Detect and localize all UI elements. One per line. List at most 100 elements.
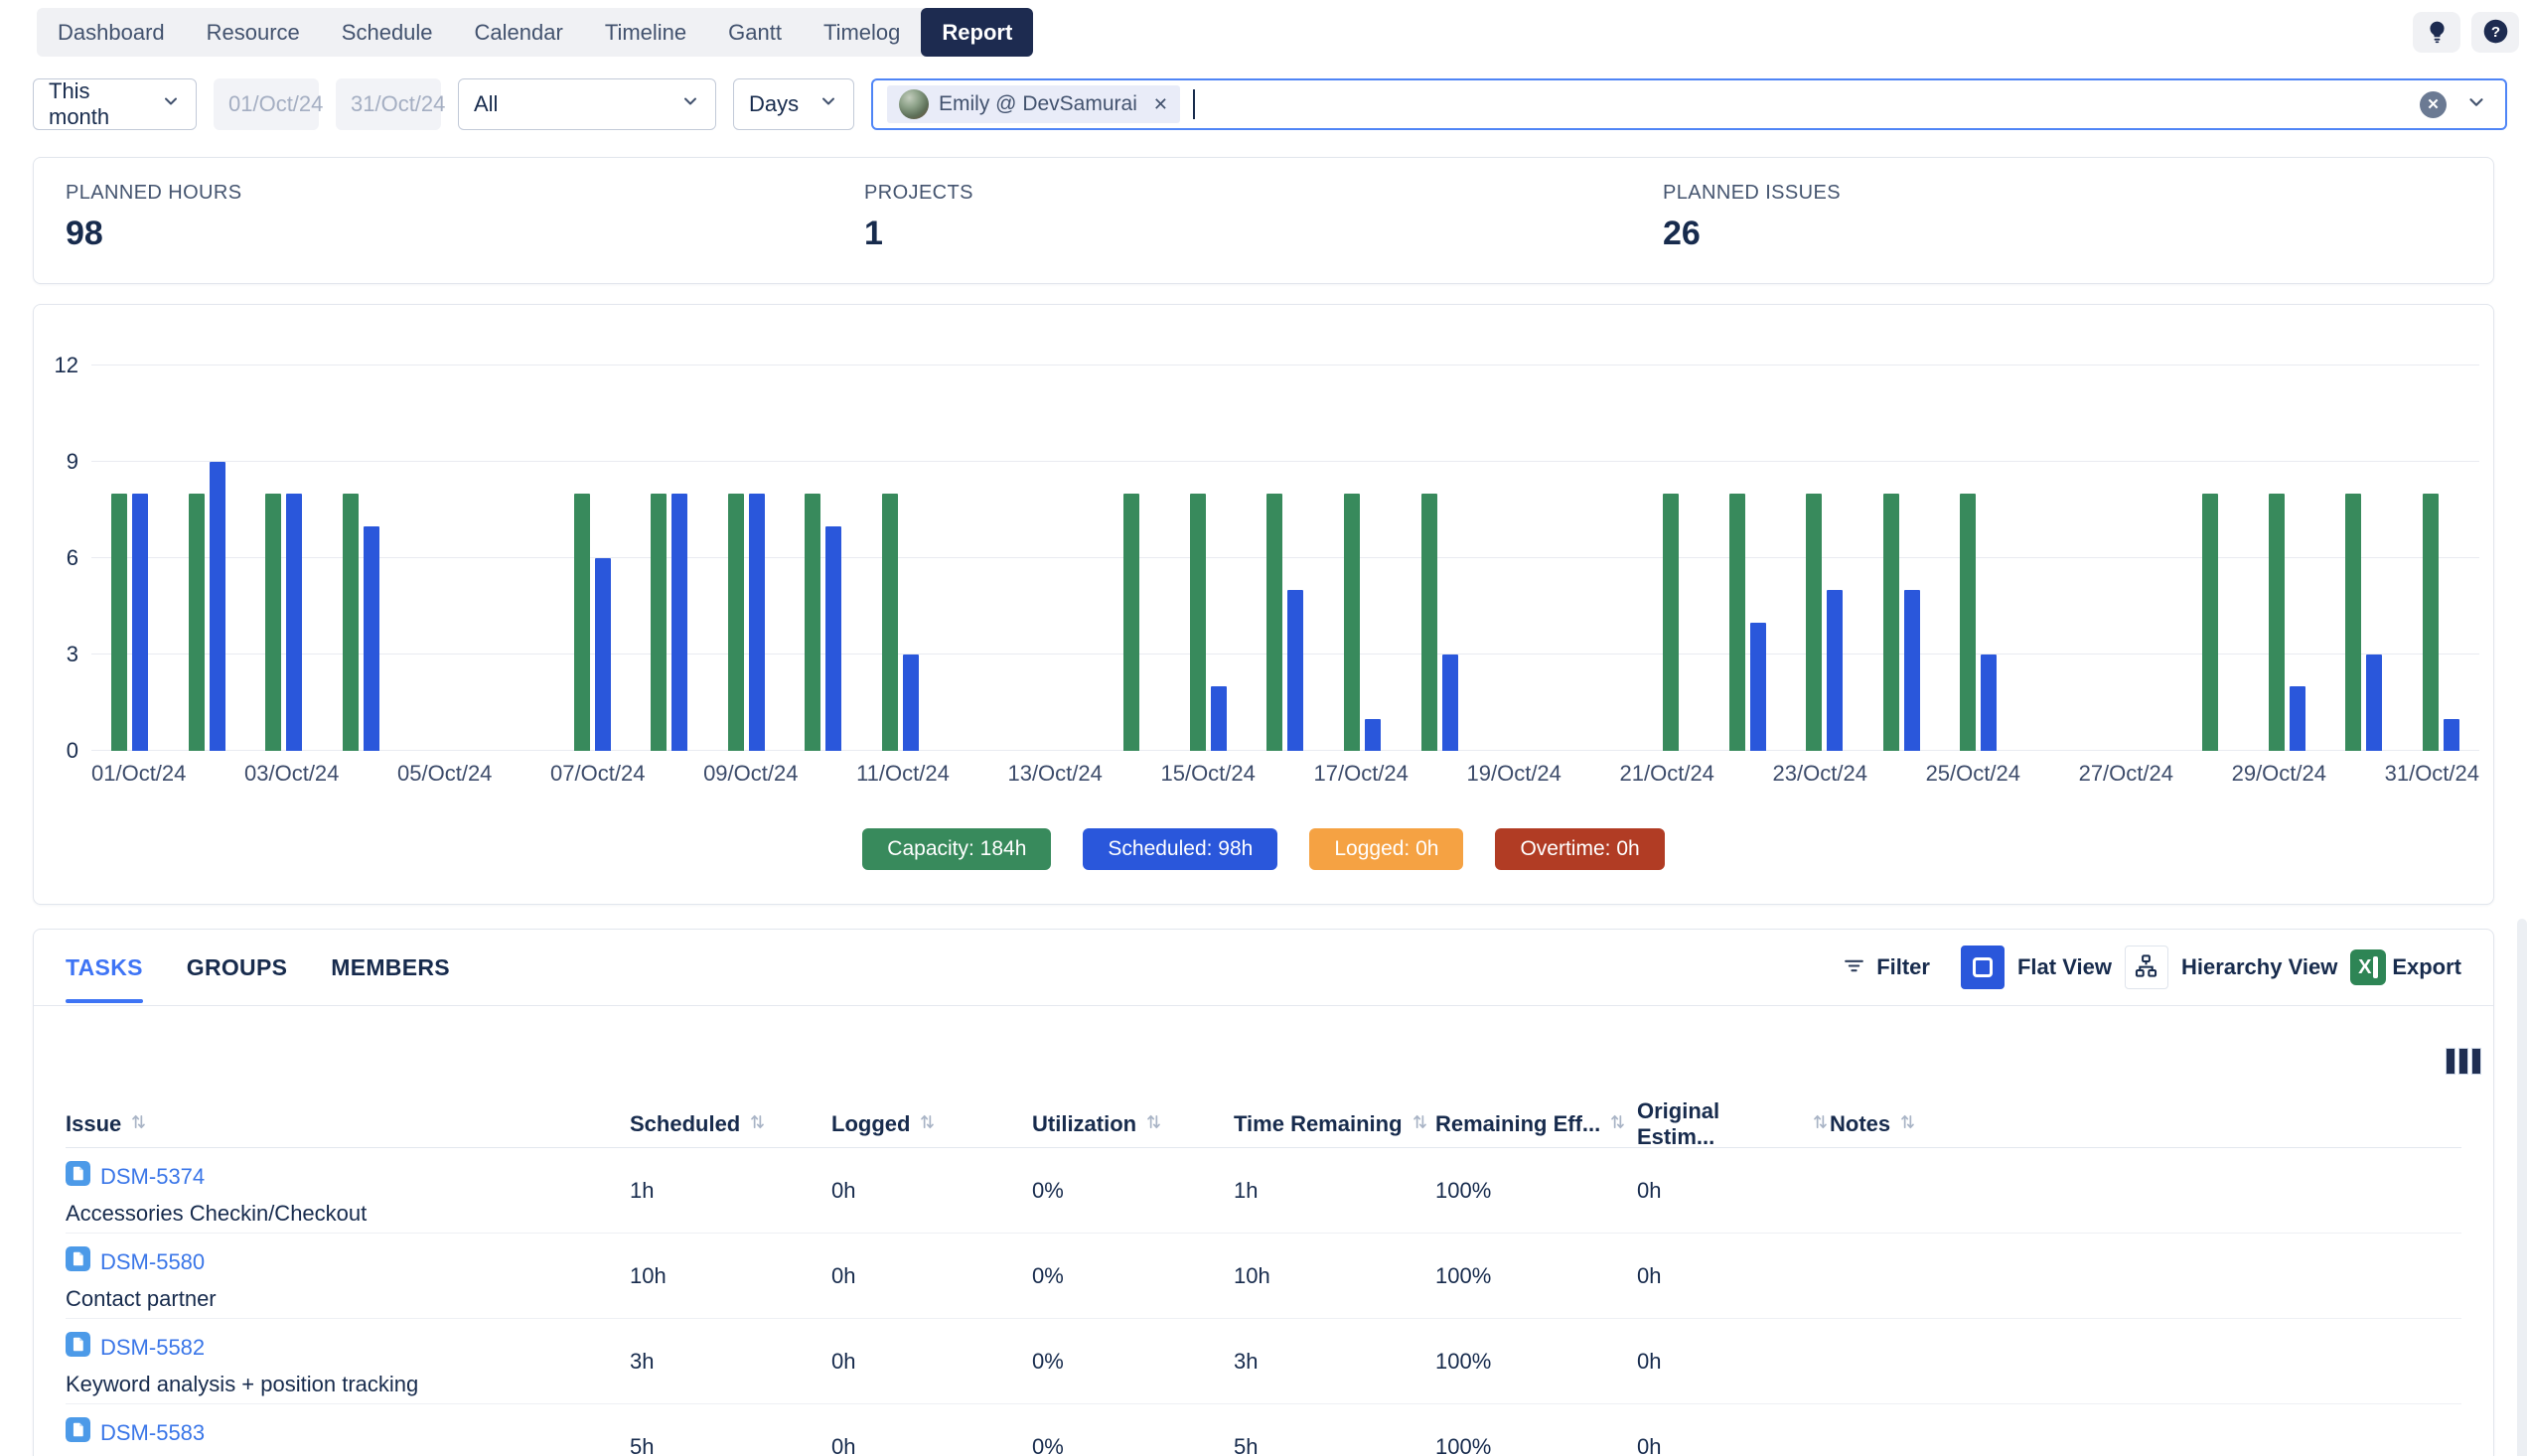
flat-view-label: Flat View: [2017, 954, 2112, 980]
chip-remove-icon[interactable]: ✕: [1153, 94, 1168, 115]
project-filter-select[interactable]: All: [458, 78, 716, 130]
scrollbar[interactable]: [2517, 919, 2527, 1456]
tab-tasks[interactable]: TASKS: [66, 930, 143, 1005]
sort-icon[interactable]: [1608, 1111, 1627, 1137]
bar-capacity-day8: [651, 494, 667, 751]
hierarchy-view-button[interactable]: [2125, 946, 2168, 989]
chart-day-17: [1324, 365, 1402, 751]
legend-scheduled[interactable]: Scheduled: 98h: [1083, 828, 1277, 870]
chevron-down-icon: [161, 91, 181, 117]
col-header-remaining-effort[interactable]: Remaining Eff...: [1435, 1111, 1637, 1137]
x-tick-day21: 21/Oct/24: [1620, 761, 1714, 787]
y-tick-3: 3: [67, 642, 78, 667]
x-tick-day17: 17/Oct/24: [1314, 761, 1409, 787]
summary-stats-card: PLANNED HOURS 98 PROJECTS 1 PLANNED ISSU…: [33, 157, 2494, 284]
chart-bars: [91, 365, 2479, 751]
issue-key-link[interactable]: DSM-5580: [100, 1249, 205, 1275]
x-tick-day15: 15/Oct/24: [1160, 761, 1255, 787]
nav-tab-resource[interactable]: Resource: [186, 8, 321, 57]
x-tick-day10: [798, 761, 856, 787]
chart-day-2: [169, 365, 246, 751]
clear-all-icon[interactable]: ✕: [2420, 91, 2447, 118]
issue-key-link[interactable]: DSM-5374: [100, 1164, 205, 1190]
cell-utilization: 0%: [1032, 1178, 1234, 1204]
bar-capacity-day16: [1266, 494, 1282, 751]
cell-time-remaining: 10h: [1234, 1263, 1435, 1289]
bar-scheduled-day29: [2290, 686, 2305, 751]
task-type-icon: [66, 1417, 90, 1448]
bar-scheduled-day23: [1827, 590, 1843, 751]
chart-y-axis: 036912: [33, 365, 78, 751]
sort-icon[interactable]: [918, 1111, 937, 1137]
nav-tab-dashboard[interactable]: Dashboard: [37, 8, 186, 57]
granularity-select[interactable]: Days: [733, 78, 854, 130]
hierarchy-icon: [2133, 952, 2159, 982]
chart-day-28: [2171, 365, 2249, 751]
issue-summary: Keyword analysis + position tracking: [66, 1372, 630, 1397]
col-header-original-estimate[interactable]: Original Estim...: [1637, 1098, 1830, 1150]
col-header-utilization[interactable]: Utilization: [1032, 1111, 1234, 1137]
bar-capacity-day25: [1960, 494, 1976, 751]
nav-tab-gantt[interactable]: Gantt: [707, 8, 803, 57]
nav-tab-calendar[interactable]: Calendar: [454, 8, 584, 57]
bar-capacity-day14: [1123, 494, 1139, 751]
legend-logged[interactable]: Logged: 0h: [1309, 828, 1463, 870]
bar-scheduled-day1: [132, 494, 148, 751]
export-button[interactable]: X Export: [2350, 949, 2461, 985]
issue-cell: DSM-5583 (1) Blog writing: [66, 1404, 630, 1456]
sort-icon[interactable]: [748, 1111, 767, 1137]
col-header-logged[interactable]: Logged: [831, 1111, 1032, 1137]
issue-key-link[interactable]: DSM-5583: [100, 1420, 205, 1446]
flat-view-button[interactable]: [1961, 946, 2005, 989]
nav-tab-timelog[interactable]: Timelog: [803, 8, 921, 57]
top-actions: ?: [2413, 12, 2519, 53]
chart-day-16: [1247, 365, 1324, 751]
nav-tab-timeline[interactable]: Timeline: [584, 8, 707, 57]
sort-icon[interactable]: [1811, 1111, 1830, 1137]
tab-groups[interactable]: GROUPS: [187, 930, 287, 1005]
x-tick-day13: 13/Oct/24: [1007, 761, 1102, 787]
bar-scheduled-day24: [1904, 590, 1920, 751]
start-date-input[interactable]: 01/Oct/24: [214, 78, 319, 130]
help-button[interactable]: ?: [2471, 12, 2519, 53]
col-header-time-remaining[interactable]: Time Remaining: [1234, 1111, 1435, 1137]
bar-capacity-day10: [805, 494, 820, 751]
date-preset-select[interactable]: This month: [33, 78, 197, 130]
granularity-value: Days: [749, 91, 799, 117]
chart-day-11: [861, 365, 939, 751]
col-header-issue[interactable]: Issue: [66, 1111, 630, 1137]
bar-scheduled-day25: [1981, 655, 1997, 751]
nav-tab-report[interactable]: Report: [921, 8, 1033, 57]
bar-capacity-day29: [2269, 494, 2285, 751]
legend-capacity[interactable]: Capacity: 184h: [862, 828, 1051, 870]
cell-scheduled: 10h: [630, 1263, 831, 1289]
column-settings-button[interactable]: [2446, 1048, 2481, 1075]
tips-button[interactable]: [2413, 12, 2460, 53]
cell-logged: 0h: [831, 1349, 1032, 1375]
cell-logged: 0h: [831, 1178, 1032, 1204]
member-chip[interactable]: Emily @ DevSamurai ✕: [887, 85, 1180, 123]
col-header-notes[interactable]: Notes: [1830, 1111, 2461, 1137]
stat-projects: PROJECTS 1: [864, 182, 1663, 253]
task-type-icon: [66, 1332, 90, 1363]
filter-button[interactable]: Filter: [1842, 953, 1930, 981]
issue-key-link[interactable]: DSM-5582: [100, 1335, 205, 1361]
sort-icon[interactable]: [1898, 1111, 1917, 1137]
chevron-down-icon[interactable]: [2465, 91, 2487, 118]
stat-value: 98: [66, 215, 864, 253]
tab-members[interactable]: MEMBERS: [331, 930, 450, 1005]
sort-icon[interactable]: [129, 1111, 148, 1137]
col-header-scheduled[interactable]: Scheduled: [630, 1111, 831, 1137]
sort-icon[interactable]: [1411, 1111, 1429, 1137]
member-filter-input[interactable]: Emily @ DevSamurai ✕ ✕: [871, 78, 2507, 130]
x-tick-day11: 11/Oct/24: [856, 761, 950, 787]
nav-tab-schedule[interactable]: Schedule: [321, 8, 454, 57]
cell-utilization: 0%: [1032, 1349, 1234, 1375]
stat-planned-hours: PLANNED HOURS 98: [66, 182, 864, 253]
end-date-input[interactable]: 31/Oct/24: [336, 78, 441, 130]
x-tick-day23: 23/Oct/24: [1773, 761, 1867, 787]
x-tick-day19: 19/Oct/24: [1467, 761, 1561, 787]
bar-scheduled-day15: [1211, 686, 1227, 751]
legend-overtime[interactable]: Overtime: 0h: [1495, 828, 1664, 870]
sort-icon[interactable]: [1144, 1111, 1163, 1137]
